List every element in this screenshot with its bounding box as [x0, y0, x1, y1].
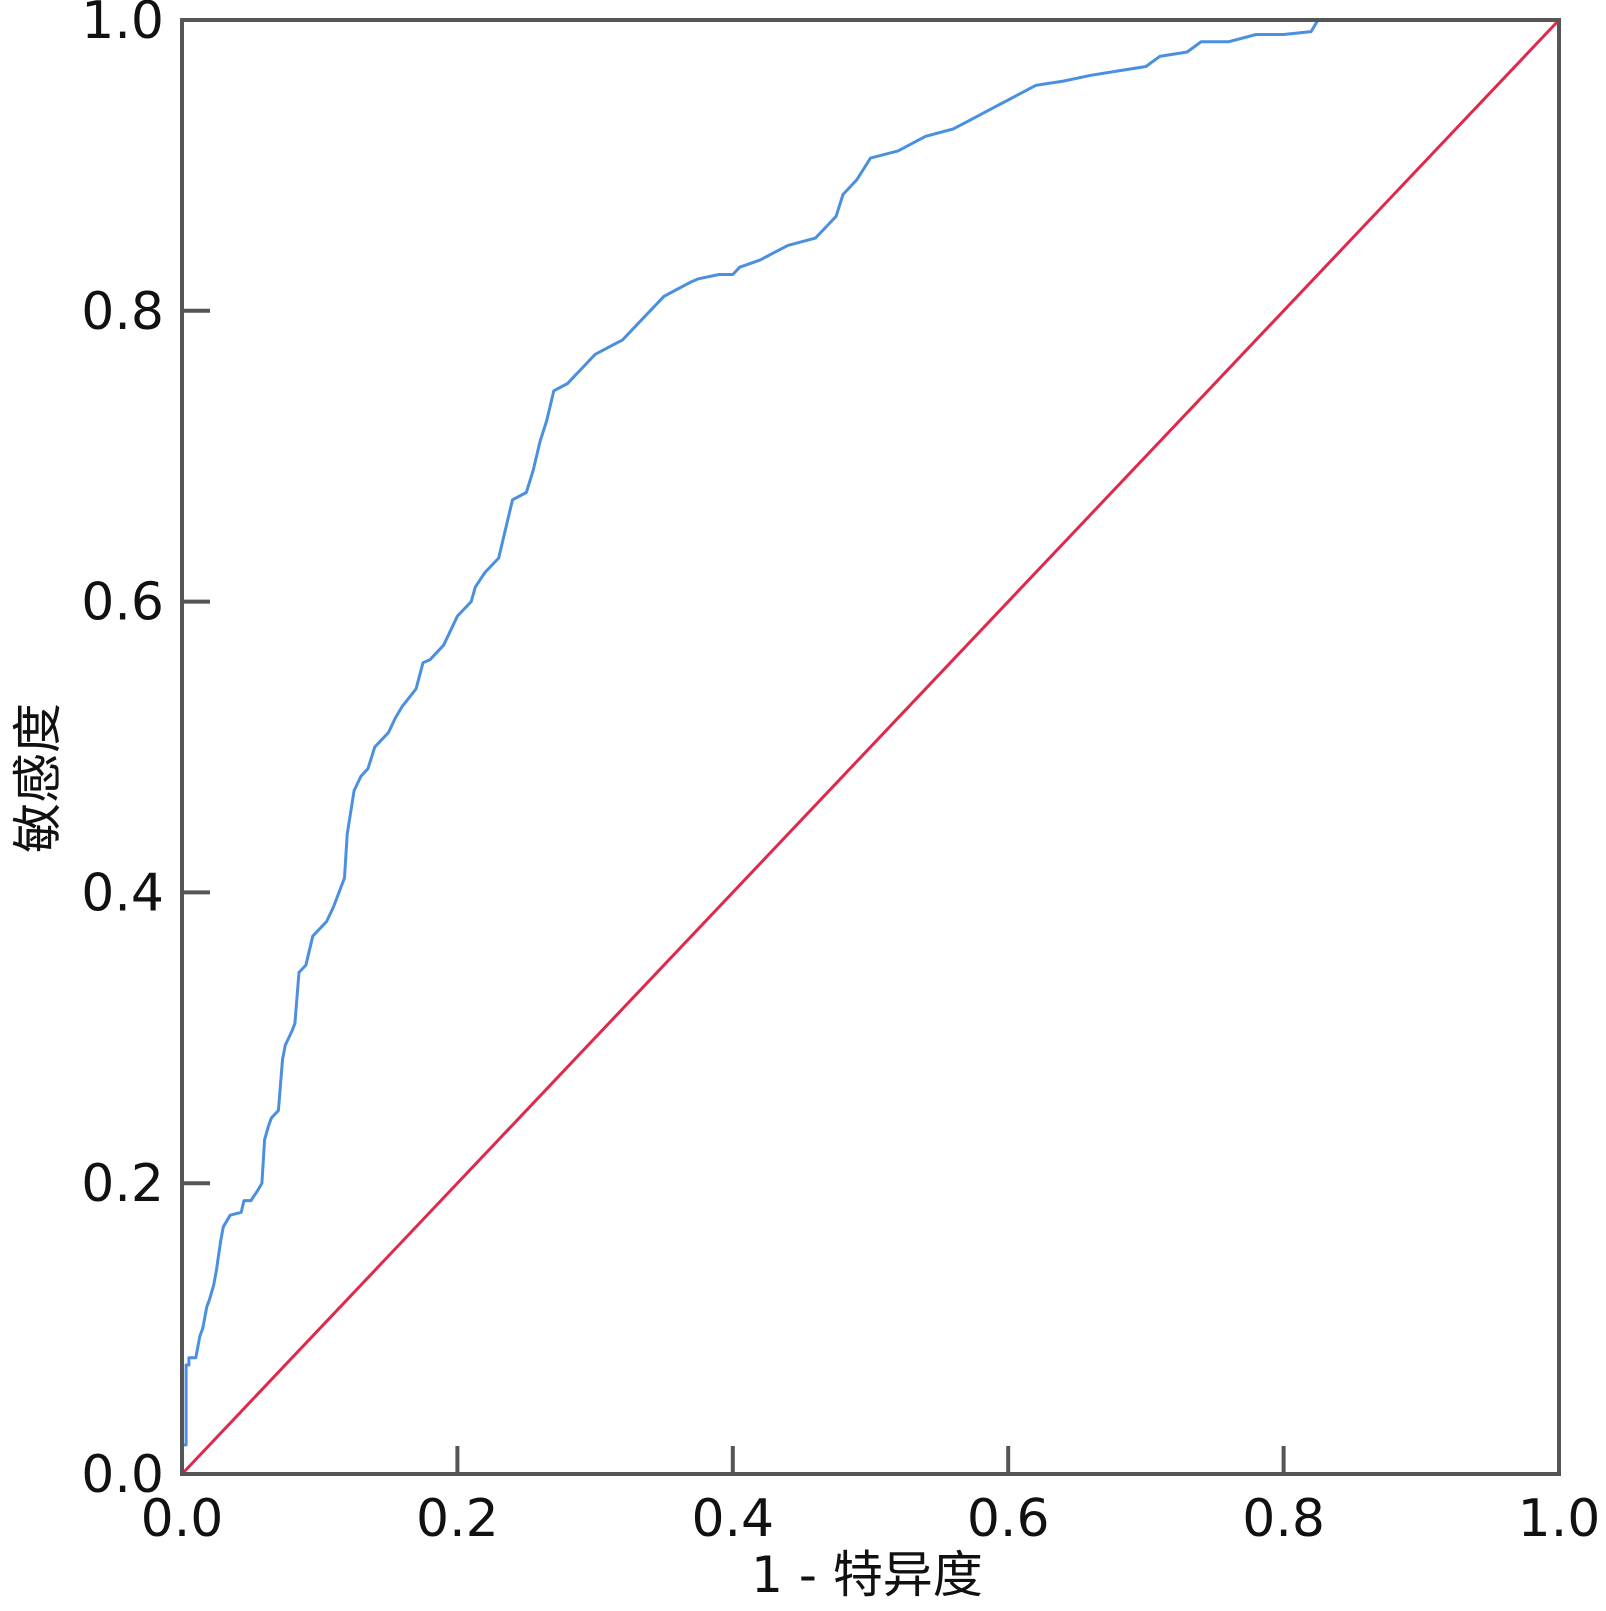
x-tick-label: 0.6 — [967, 1489, 1050, 1549]
x-tick-label: 0.2 — [416, 1489, 499, 1549]
y-tick-label: 0.0 — [81, 1445, 164, 1505]
y-tick-label: 0.2 — [81, 1154, 164, 1214]
x-tick-label: 1.0 — [1518, 1489, 1601, 1549]
plot-area — [180, 18, 1561, 1476]
y-tick-label: 1.0 — [81, 0, 164, 51]
roc-curve-line — [180, 18, 1559, 1474]
tick-labels: 0.0 0.2 0.4 0.6 0.8 1.0 0.0 0.2 0.4 0.6 0.8 1.0 — [81, 0, 1600, 1549]
x-tick-label: 0.8 — [1242, 1489, 1325, 1549]
axes — [180, 18, 1561, 1476]
plot-frame — [180, 18, 1561, 1476]
x-axis-title: 1 - 特异度 — [751, 1546, 983, 1604]
y-tick-label: 0.4 — [81, 863, 164, 923]
x-tick-label: 0.0 — [141, 1489, 224, 1549]
reference-diagonal-line — [180, 18, 1561, 1476]
y-tick-label: 0.6 — [81, 573, 164, 633]
x-tick-label: 0.4 — [691, 1489, 774, 1549]
y-tick-label: 0.8 — [81, 282, 164, 342]
y-axis-title: 敏感度 — [9, 703, 67, 853]
